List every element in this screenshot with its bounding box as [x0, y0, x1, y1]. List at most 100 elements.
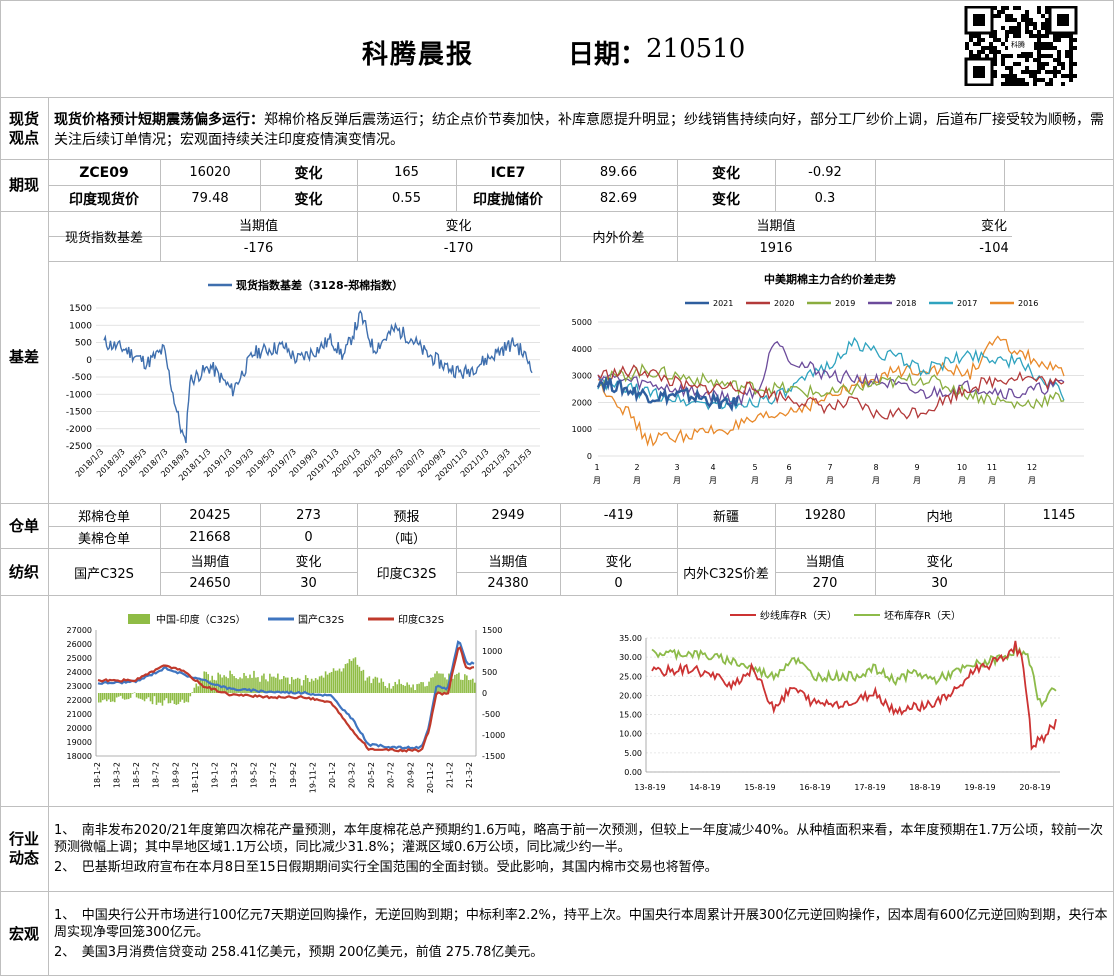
spread-xtick-unit: 月: [673, 476, 681, 485]
yarn-diff-bar: [308, 681, 311, 693]
yarn-diff-bar: [267, 681, 269, 693]
warehouse-r1-c4: 预报: [393, 509, 420, 525]
inventory-ytick: 35.00: [619, 634, 642, 643]
inventory-legend-yarn: 纱线库存R（天）: [760, 609, 837, 622]
spread-series-2017: [597, 336, 1065, 411]
yarn-diff-bar: [444, 677, 446, 693]
yarn-diff-bar: [141, 693, 144, 700]
yarn-diff-bar: [468, 680, 470, 693]
spread-series-2016: [597, 335, 1065, 447]
spread-xtick: 6: [786, 463, 791, 472]
yarn-diff-bar: [462, 679, 464, 693]
yarn-diff-bar: [257, 677, 259, 693]
yarn-diff-bar: [430, 677, 432, 693]
yarn-diff-bar: [326, 674, 329, 693]
yarn-diff-bar: [328, 672, 331, 693]
yarn-diff-bar: [139, 693, 142, 699]
view-paragraph: 现货价格预计短期震荡偏多运行：郑棉价格反弹后震荡运行；纺企点价节奏加快，补库意愿…: [54, 110, 1108, 150]
yarn-diff-bar: [109, 693, 112, 702]
yarn-ytick: 22000: [67, 696, 92, 705]
yarn-diff-bar: [290, 676, 293, 693]
spread-ytick: 0: [587, 452, 592, 461]
yarn-diff-bar: [388, 683, 391, 693]
inventory-ytick: 20.00: [619, 691, 642, 700]
spread-xtick-unit: 月: [751, 476, 759, 485]
yarn-y2tick: -1500: [482, 752, 505, 761]
spot-basis-ytick: 1500: [69, 304, 92, 314]
yarn-diff-bar: [386, 687, 389, 693]
yarn-diff-bar: [229, 670, 231, 693]
yarn-y2tick: 500: [482, 668, 497, 677]
spread-xtick-unit: 月: [958, 476, 966, 485]
report-title: 科腾晨报: [362, 40, 475, 70]
yarn-diff-bar: [251, 677, 253, 693]
spot-basis-ytick: -500: [72, 373, 93, 383]
yarn-diff-bar: [292, 679, 295, 693]
yarn-diff-bar: [312, 680, 315, 693]
yarn-diff-bar: [233, 675, 235, 693]
spread-xtick: 12: [1027, 463, 1037, 472]
yarn-diff-bar: [294, 678, 297, 693]
spread-xtick: 11: [987, 463, 997, 472]
yarn-diff-bar: [277, 673, 279, 693]
yarn-diff-bar: [123, 693, 126, 700]
spread-legend-2019: 2019: [835, 299, 855, 308]
yarn-diff-bar: [285, 677, 287, 693]
yarn-diff-bar: [446, 679, 448, 693]
yarn-xtick: 19-7-2: [269, 762, 278, 788]
yarn-diff-bar: [376, 677, 379, 693]
yarn-diff-bar: [221, 677, 223, 693]
spread-ytick: 4000: [572, 345, 592, 354]
yarn-diff-bar: [378, 682, 381, 693]
yarn-diff-bar: [185, 693, 188, 702]
yarn-diff-bar: [330, 671, 333, 693]
yarn-xtick: 20-9-2: [406, 762, 415, 788]
spread-legend-2017: 2017: [957, 299, 977, 308]
basis-header-current-2: 当期值: [756, 218, 796, 234]
yarn-diff-bar: [316, 679, 319, 693]
section-basis: 基差: [8, 348, 39, 366]
yarn-diff-bar: [193, 687, 196, 693]
yarn-price-chart: 中国-印度（C32S） 国产C32S 印度C32S 27000 26000 2500…: [67, 613, 506, 793]
yarn-diff-bar: [354, 657, 357, 693]
yarn-diff-bar: [456, 673, 458, 693]
spot-basis-ytick: -2000: [66, 425, 92, 435]
yarn-diff-bar: [259, 681, 261, 693]
yarn-diff-bar: [302, 680, 305, 693]
qr-logo-text: 科腾: [1010, 40, 1026, 50]
yarn-xtick: 18-7-2: [152, 762, 161, 788]
yarn-diff-bar: [275, 677, 277, 693]
section-yarn: 纺织: [8, 562, 39, 581]
yarn-diff-bar: [197, 686, 200, 693]
macro-item-2: 2、 美国3月消费信贷变动 258.41亿美元，预期 200亿美元，前值 275…: [54, 945, 544, 960]
yarn-y2tick: 1000: [482, 647, 502, 656]
yarn-diff-bar: [344, 664, 347, 693]
spread-xtick: 9: [914, 463, 919, 472]
yarn-diff-bar: [205, 671, 208, 693]
yarn-xtick: 20-1-2: [328, 762, 337, 788]
yarn-diff-bar: [203, 671, 206, 693]
spread-ytick: 2000: [572, 398, 592, 407]
yarn-diff-bar: [235, 678, 237, 693]
yarn-diff-bar: [298, 678, 301, 693]
yarn-label-india: 印度C32S: [376, 566, 437, 582]
spread-xtick: 7: [827, 463, 832, 472]
yarn-diff-bar: [171, 693, 174, 701]
yarn-diff-bar: [350, 660, 353, 693]
yarn-xtick: 18-11-2: [191, 762, 200, 793]
warehouse-r1-c5: 2949: [491, 507, 525, 523]
yarn-diff-bar: [472, 678, 474, 693]
yarn-diff-bar: [129, 693, 132, 698]
yarn-diff-bar: [402, 685, 404, 693]
yarn-diff-bar: [111, 693, 114, 702]
inventory-xtick: 16-8-19: [799, 783, 830, 792]
basis-header-change-2: 变化: [980, 218, 1007, 234]
spot-basis-ytick: 1000: [69, 321, 92, 331]
spread-xtick-unit: 月: [709, 476, 717, 485]
yarn-diff-bar: [356, 664, 359, 693]
futures-r2-c3: 变化: [294, 191, 323, 208]
yarn-diff-bar: [370, 683, 373, 693]
industry-item-2: 2、 巴基斯坦政府宣布在本月8日至15日假期期间实行全国范围的全面封锁。受此影响…: [54, 860, 718, 875]
spot-basis-ytick: 0: [86, 356, 92, 366]
yarn-diff-bar: [390, 688, 393, 693]
